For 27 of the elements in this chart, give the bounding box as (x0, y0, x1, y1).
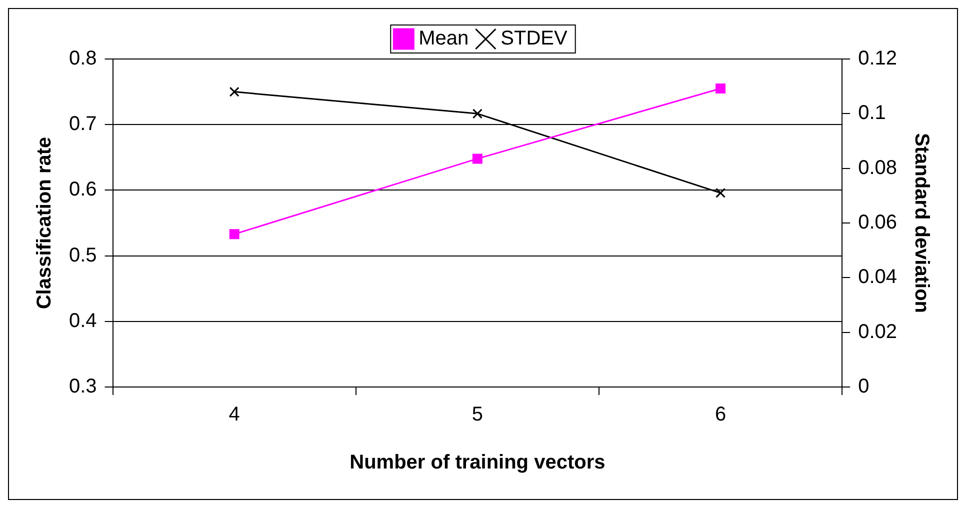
x-tick-label: 5 (472, 404, 483, 426)
x-tick-label: 4 (228, 404, 240, 426)
y-axis-title: Classification rate (34, 136, 56, 310)
x-axis-title: Number of training vectors (350, 452, 606, 474)
y2-tick-label: 0.1 (858, 102, 886, 124)
x-tick-label: 6 (714, 404, 726, 426)
point (716, 84, 726, 94)
y2-tick-label: 0.02 (858, 320, 898, 343)
point (229, 229, 240, 240)
y-tick-label: 0.5 (68, 244, 97, 266)
point (716, 188, 726, 198)
y-tick-label: 0.8 (68, 48, 97, 70)
y-tick-label: 0.6 (68, 178, 97, 201)
y2-tick-label: 0.04 (858, 266, 898, 288)
y-tick-label: 0.3 (68, 376, 97, 398)
point (229, 86, 240, 97)
legend-label: STDEV (500, 28, 568, 50)
point (472, 154, 482, 164)
y2-tick-label: 0.08 (858, 156, 898, 179)
y2-axis-title: Standard deviation (910, 132, 932, 314)
legend-label: Mean (418, 28, 469, 50)
y-tick-label: 0.7 (68, 113, 97, 136)
y2-tick-label: 0 (858, 376, 870, 398)
y2-tick-label: 0.12 (858, 48, 898, 70)
point (472, 108, 482, 119)
y-tick-label: 0.4 (68, 310, 97, 332)
y2-tick-label: 0.06 (858, 212, 898, 234)
